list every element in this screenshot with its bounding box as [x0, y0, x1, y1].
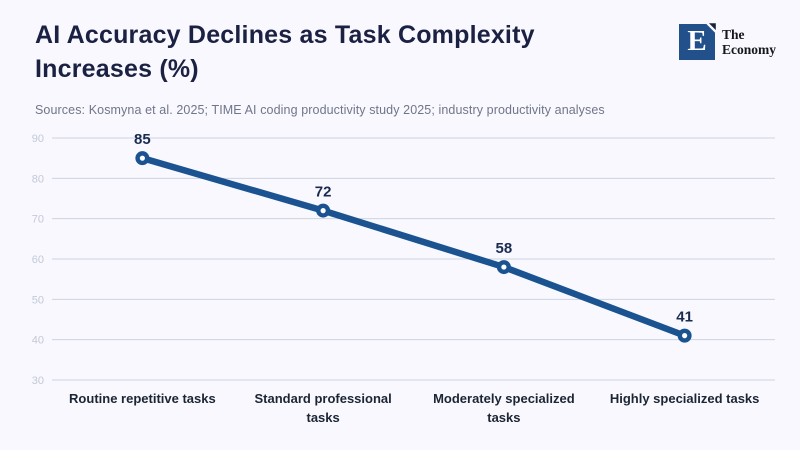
brand-name: The Economy	[722, 27, 776, 57]
page-title-line-2: Increases (%)	[35, 55, 199, 84]
y-tick-label: 60	[32, 254, 44, 266]
page-title-line-1: AI Accuracy Declines as Task Complexity	[35, 21, 535, 49]
y-tick-label: 80	[32, 173, 44, 185]
x-axis-label: Standard professional tasks	[233, 390, 414, 428]
sources-note: Sources: Kosmyna et al. 2025; TIME AI co…	[35, 103, 605, 117]
brand-notch-icon	[703, 20, 719, 36]
data-value-label: 41	[676, 309, 693, 326]
x-axis-label: Routine repetitive tasks	[52, 390, 233, 428]
x-axis-label: Highly specialized tasks	[594, 390, 775, 428]
series-line	[139, 154, 688, 339]
y-tick-label: 70	[32, 214, 44, 226]
line-chart: 90 80 70 60 50 40 30 85 72 58 41	[32, 131, 775, 387]
x-axis-label-line: Routine repetitive tasks	[69, 391, 216, 406]
y-tick-label: 90	[32, 133, 44, 145]
x-axis-label-line: Highly specialized tasks	[609, 391, 760, 406]
x-axis-label-line: Standard professional	[254, 391, 392, 406]
y-tick-label: 40	[32, 335, 44, 347]
brand-name-line-1: The	[722, 26, 745, 42]
data-point-marker	[316, 203, 331, 218]
data-point-marker	[135, 151, 150, 166]
data-value-label: 58	[496, 240, 513, 257]
x-axis-label-line: tasks	[487, 409, 521, 425]
brand-logo-letter: E	[687, 24, 707, 57]
y-tick-label: 30	[32, 375, 44, 387]
y-tick-label: 50	[32, 294, 44, 306]
data-point-marker	[677, 328, 692, 343]
brand-logo: E The Economy	[679, 20, 776, 60]
page-title: AI Accuracy Declines as Task Complexity …	[35, 18, 535, 87]
x-axis-labels: Routine repetitive tasks Standard profess…	[52, 390, 775, 428]
brand-name-line-2: Economy	[722, 42, 776, 57]
data-value-label: 72	[315, 184, 332, 201]
x-axis-label: Moderately specialized tasks	[414, 390, 595, 428]
brand-logo-square: E	[679, 20, 719, 60]
x-axis-label-line: tasks	[306, 409, 340, 425]
data-value-label: 85	[134, 131, 151, 148]
x-axis-label-line: Moderately specialized	[433, 391, 575, 406]
data-point-marker	[496, 260, 511, 275]
